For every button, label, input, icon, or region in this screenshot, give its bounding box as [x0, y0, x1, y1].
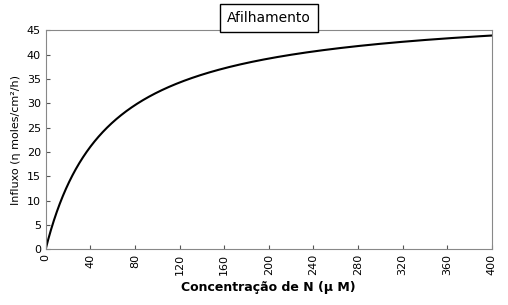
- X-axis label: Concentração de N (μ M): Concentração de N (μ M): [181, 281, 356, 294]
- Title: Afilhamento: Afilhamento: [227, 11, 311, 25]
- Y-axis label: Influxo (η moles/cm²/h): Influxo (η moles/cm²/h): [11, 75, 21, 205]
